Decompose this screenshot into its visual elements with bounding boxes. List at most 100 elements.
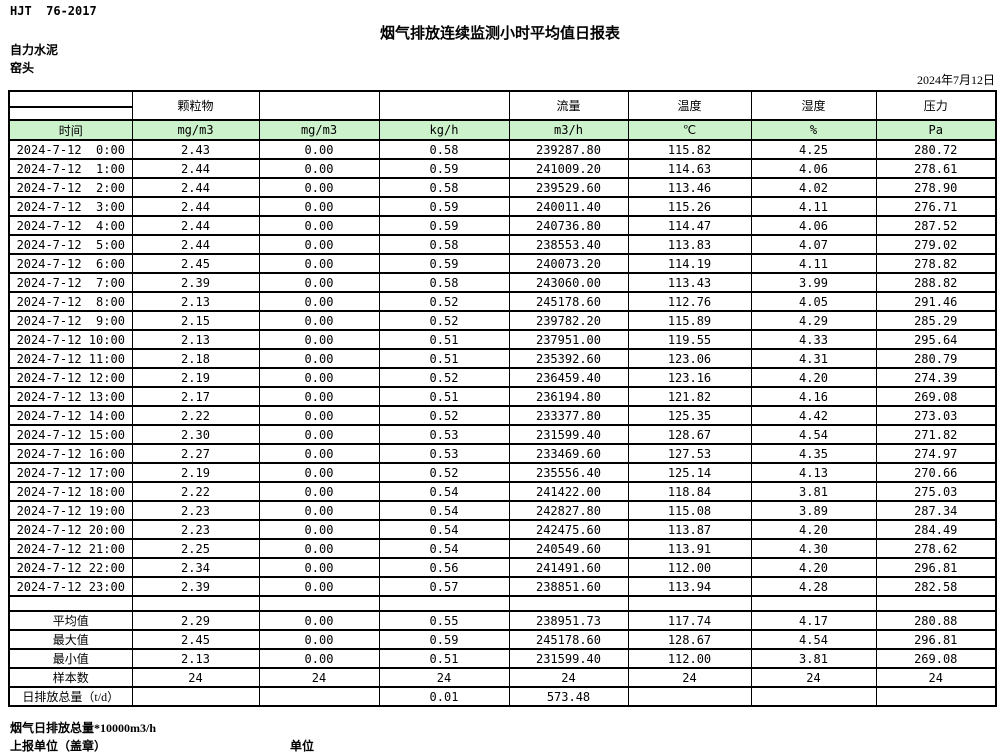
header-humidity: 湿度	[750, 90, 877, 121]
hourly-row: 2024-7-12 12:00 2.19 0.00 0.52 236459.40 123.…	[8, 367, 997, 388]
value-cell: 0.55	[378, 610, 510, 631]
value-cell: 0.52	[378, 310, 510, 331]
unit-emission-rate: kg/h	[378, 119, 510, 141]
value-cell: 2.43	[131, 139, 260, 160]
value-cell: 4.30	[750, 538, 877, 559]
header-corner-top-cell	[8, 90, 133, 108]
header-flow: 流量	[508, 90, 629, 121]
value-cell: 287.52	[875, 215, 997, 236]
value-cell: 0.52	[378, 405, 510, 426]
value-cell: 285.29	[875, 310, 997, 331]
value-cell: 113.94	[627, 576, 752, 597]
value-cell: 2.39	[131, 272, 260, 293]
time-cell: 2024-7-12 12:00	[8, 367, 133, 388]
hourly-row: 2024-7-12 10:00 2.13 0.00 0.51 237951.00 119.…	[8, 329, 997, 350]
value-cell: 0.00	[258, 234, 380, 255]
value-cell: 278.82	[875, 253, 997, 274]
header-row-top: 颗粒物 流量 温度 湿度 压力	[8, 90, 997, 121]
unit-humidity: %	[750, 119, 877, 141]
value-cell: 280.88	[875, 610, 997, 631]
value-cell: 242475.60	[508, 519, 629, 540]
value-cell: 0.52	[378, 462, 510, 483]
value-cell: 0.00	[258, 386, 380, 407]
time-cell: 2024-7-12 21:00	[8, 538, 133, 559]
station-name: 窑头	[10, 61, 35, 75]
summary-label: 最大值	[8, 629, 133, 650]
value-cell: 24	[131, 667, 260, 688]
spacer-row	[8, 595, 997, 612]
hourly-row: 2024-7-12 20:00 2.23 0.00 0.54 242475.60 113.…	[8, 519, 997, 540]
value-cell: 279.02	[875, 234, 997, 255]
value-cell: 0.00	[258, 139, 380, 160]
value-cell: 113.91	[627, 538, 752, 559]
value-cell: 237951.00	[508, 329, 629, 350]
time-cell: 2024-7-12 8:00	[8, 291, 133, 312]
value-cell: 0.00	[258, 576, 380, 597]
hourly-row: 2024-7-12 19:00 2.23 0.00 0.54 242827.80 115.…	[8, 500, 997, 521]
value-cell: 274.39	[875, 367, 997, 388]
time-cell: 2024-7-12 15:00	[8, 424, 133, 445]
value-cell: 4.11	[750, 253, 877, 274]
unit-particulate-concentration: mg/m3	[131, 119, 260, 141]
footer-total-note: 烟气日排放总量*10000m3/h	[10, 721, 157, 735]
spacer-cell	[8, 595, 133, 612]
value-cell: 0.00	[258, 481, 380, 502]
value-cell: 4.07	[750, 234, 877, 255]
value-cell: 4.20	[750, 557, 877, 578]
value-cell: 2.39	[131, 576, 260, 597]
value-cell: 0.00	[258, 424, 380, 445]
hourly-row: 2024-7-12 16:00 2.27 0.00 0.53 233469.60 127.…	[8, 443, 997, 464]
hourly-row: 2024-7-12 13:00 2.17 0.00 0.51 236194.80 121.…	[8, 386, 997, 407]
value-cell: 0.58	[378, 272, 510, 293]
spacer-cell	[378, 595, 510, 612]
header-pressure: 压力	[875, 90, 997, 121]
value-cell: 242827.80	[508, 500, 629, 521]
value-cell: 2.19	[131, 462, 260, 483]
value-cell: 24	[508, 667, 629, 688]
value-cell	[627, 686, 752, 707]
value-cell: 4.54	[750, 424, 877, 445]
value-cell: 4.28	[750, 576, 877, 597]
time-cell: 2024-7-12 1:00	[8, 158, 133, 179]
value-cell: 0.00	[258, 367, 380, 388]
time-cell: 2024-7-12 6:00	[8, 253, 133, 274]
value-cell: 0.59	[378, 253, 510, 274]
header-blank-col3	[258, 90, 380, 121]
value-cell: 4.06	[750, 215, 877, 236]
value-cell: 112.00	[627, 557, 752, 578]
value-cell: 0.59	[378, 158, 510, 179]
value-cell: 0.54	[378, 481, 510, 502]
value-cell: 0.58	[378, 234, 510, 255]
value-cell: 113.87	[627, 519, 752, 540]
value-cell: 3.89	[750, 500, 877, 521]
value-cell: 296.81	[875, 629, 997, 650]
value-cell: 114.19	[627, 253, 752, 274]
value-cell: 278.61	[875, 158, 997, 179]
value-cell: 276.71	[875, 196, 997, 217]
value-cell: 0.54	[378, 538, 510, 559]
value-cell: 2.45	[131, 253, 260, 274]
value-cell: 241491.60	[508, 557, 629, 578]
value-cell: 236194.80	[508, 386, 629, 407]
summary-row: 平均值 2.29 0.00 0.55 238951.73 117.74 4.17 280.88	[8, 610, 997, 631]
spacer-cell	[508, 595, 629, 612]
company-name: 自力水泥	[10, 43, 59, 57]
value-cell: 128.67	[627, 629, 752, 650]
time-cell: 2024-7-12 2:00	[8, 177, 133, 198]
value-cell: 0.00	[258, 557, 380, 578]
time-cell: 2024-7-12 11:00	[8, 348, 133, 369]
value-cell: 24	[378, 667, 510, 688]
value-cell: 233469.60	[508, 443, 629, 464]
value-cell: 2.30	[131, 424, 260, 445]
hourly-row: 2024-7-12 4:00 2.44 0.00 0.59 240736.80 114.4…	[8, 215, 997, 236]
summary-row: 日排放总量（t/d） 0.01 573.48	[8, 686, 997, 707]
header-blank-col4	[378, 90, 510, 121]
time-cell: 2024-7-12 0:00	[8, 139, 133, 160]
hourly-row: 2024-7-12 6:00 2.45 0.00 0.59 240073.20 114.1…	[8, 253, 997, 274]
value-cell: 3.81	[750, 481, 877, 502]
footer-report-unit-label: 上报单位（盖章）	[10, 739, 107, 752]
value-cell: 270.66	[875, 462, 997, 483]
value-cell: 4.16	[750, 386, 877, 407]
value-cell: 0.59	[378, 629, 510, 650]
